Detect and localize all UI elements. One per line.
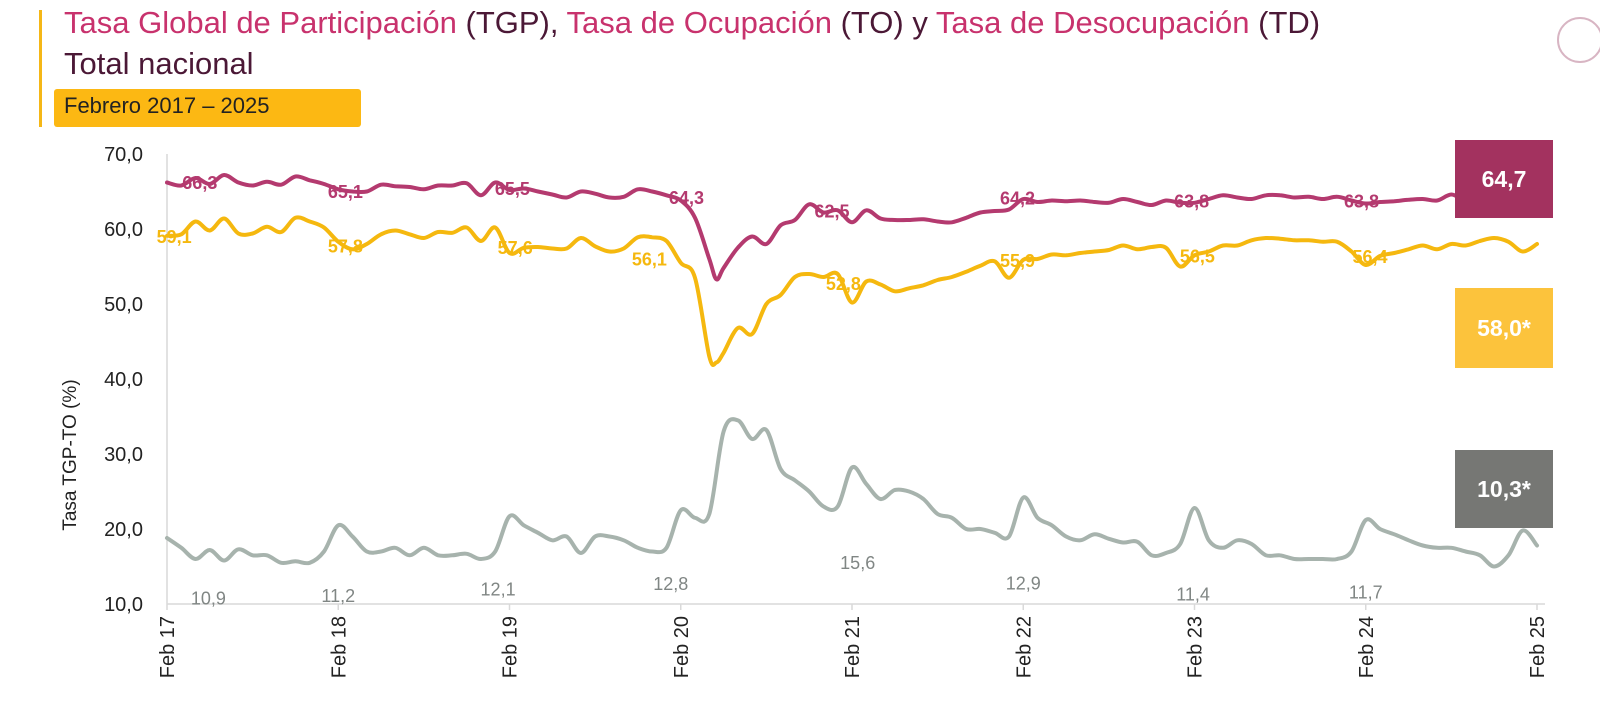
x-tick-label: Feb 21 bbox=[842, 616, 864, 678]
data-label-td: 11,7 bbox=[1349, 582, 1383, 602]
data-label-to: 57,8 bbox=[328, 237, 363, 257]
y-tick-label: 10,0 bbox=[104, 594, 143, 616]
x-tick-label: Feb 25 bbox=[1527, 616, 1549, 678]
circle-icon bbox=[1557, 17, 1600, 63]
x-tick-label: Feb 24 bbox=[1356, 616, 1378, 678]
end-value-badges: 64,7 58,0* 10,3* bbox=[1455, 140, 1553, 528]
x-tick-label: Feb 22 bbox=[1013, 616, 1035, 678]
end-badge-label-to: 58,0* bbox=[1477, 315, 1531, 341]
data-label-to: 56,1 bbox=[632, 249, 667, 269]
data-label-tgp: 64,3 bbox=[669, 188, 704, 208]
data-label-to: 56,4 bbox=[1353, 247, 1388, 267]
x-tick-label: Feb 18 bbox=[328, 616, 350, 678]
data-label-tgp: 66,3 bbox=[182, 173, 217, 193]
series-line-tgp bbox=[165, 173, 1539, 282]
end-badge-td bbox=[1455, 450, 1553, 528]
data-label-td: 11,4 bbox=[1176, 585, 1210, 605]
y-axis-label: Tasa TGP-TO (%) bbox=[60, 379, 81, 530]
data-label-tgp: 62,5 bbox=[814, 201, 849, 221]
data-label-tgp: 63,8 bbox=[1174, 192, 1209, 212]
y-tick-label: 60,0 bbox=[104, 219, 143, 241]
data-label-td: 12,1 bbox=[481, 579, 516, 599]
x-ticks: Feb 17 Feb 18 Feb 19 Feb 20 Feb 21 Feb 22 Feb … bbox=[157, 604, 1549, 678]
end-badge-label-tgp: 64,7 bbox=[1482, 166, 1527, 192]
data-label-to: 52,8 bbox=[826, 274, 861, 294]
end-badge-label-td: 10,3* bbox=[1477, 476, 1531, 502]
accent-bar bbox=[39, 10, 42, 127]
x-tick-label: Feb 17 bbox=[157, 616, 179, 678]
period-badge: Febrero 2017 – 2025 bbox=[54, 89, 361, 127]
data-label-to: 56,5 bbox=[1180, 246, 1215, 266]
title-part: Tasa Global de Participación bbox=[64, 5, 457, 40]
x-tick-label: Feb 19 bbox=[500, 616, 522, 678]
series-lines bbox=[165, 173, 1539, 569]
x-tick-label: Feb 23 bbox=[1185, 616, 1207, 678]
y-tick-label: 50,0 bbox=[104, 294, 143, 316]
data-label-td: 10,9 bbox=[191, 588, 226, 608]
title-part: (TGP), bbox=[456, 5, 567, 40]
chart-subtitle: Total nacional bbox=[64, 46, 254, 81]
end-badge-to bbox=[1455, 288, 1553, 368]
data-label-td: 12,8 bbox=[653, 574, 688, 594]
data-label-tgp: 65,5 bbox=[495, 179, 530, 199]
y-tick-label: 30,0 bbox=[104, 444, 143, 466]
data-label-td: 11,2 bbox=[321, 586, 355, 606]
end-badge-tgp bbox=[1455, 140, 1553, 218]
y-tick-label: 70,0 bbox=[104, 144, 143, 166]
data-label-td: 12,9 bbox=[1006, 573, 1041, 593]
data-labels: 66,3 65,1 65,5 64,3 62,5 64,2 63,8 63,8 59,1 57,8… bbox=[157, 173, 1388, 609]
title-part: (TD) bbox=[1249, 5, 1321, 40]
title-part: Tasa de Ocupación bbox=[566, 5, 832, 40]
data-label-to: 57,6 bbox=[498, 238, 533, 258]
data-label-to: 59,1 bbox=[157, 227, 192, 247]
y-ticks: 10,0 20,0 30,0 40,0 50,0 60,0 70,0 bbox=[104, 144, 143, 616]
title-part: Tasa de Desocupación bbox=[935, 5, 1250, 40]
data-label-tgp: 65,1 bbox=[328, 182, 363, 202]
data-label-td: 15,6 bbox=[840, 553, 875, 573]
title-part: (TO) y bbox=[831, 5, 936, 40]
series-line-to bbox=[165, 215, 1539, 368]
y-tick-label: 40,0 bbox=[104, 369, 143, 391]
y-tick-label: 20,0 bbox=[104, 519, 143, 541]
data-label-tgp: 63,8 bbox=[1344, 192, 1379, 212]
data-label-tgp: 64,2 bbox=[1000, 189, 1035, 209]
chart-title: Tasa Global de Participación (TGP), Tasa… bbox=[64, 4, 1320, 42]
series-line-td bbox=[165, 417, 1539, 569]
data-label-to: 55,9 bbox=[1000, 251, 1035, 271]
x-tick-label: Feb 20 bbox=[671, 616, 693, 678]
